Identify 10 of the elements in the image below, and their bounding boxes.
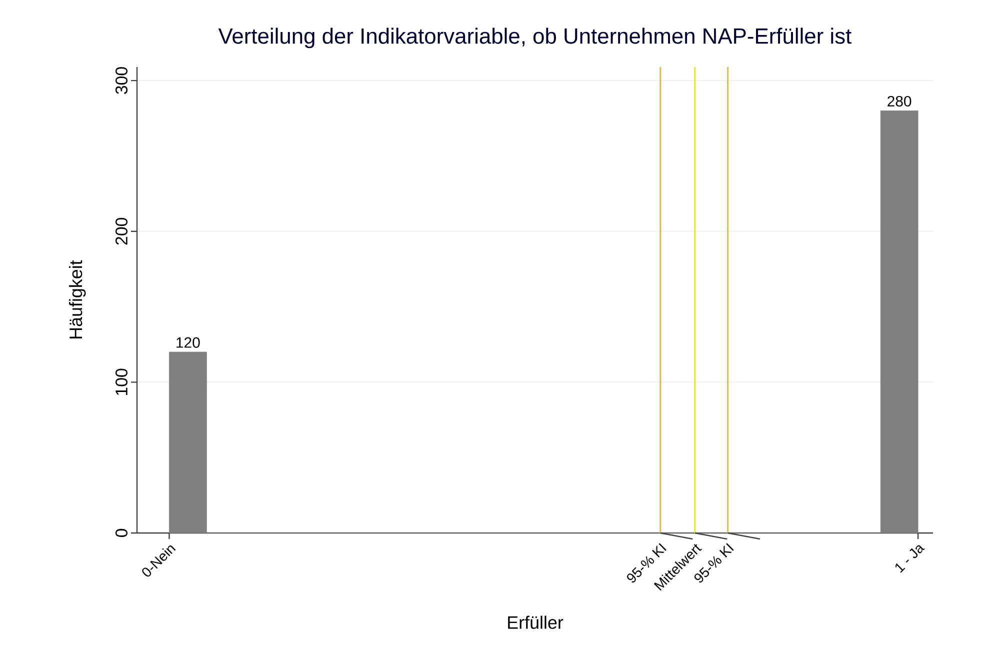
- chart-title: Verteilung der Indikatorvariable, ob Unternehmen NAP-Erfüller ist: [218, 28, 852, 48]
- x-tick-label: 1 - Ja: [895, 545, 925, 573]
- data-label: 280: [888, 96, 912, 107]
- y-tick-label: 100: [115, 368, 128, 396]
- y-axis-title: Häufigkeit: [69, 260, 86, 338]
- x-axis-title: Erfüller: [508, 616, 564, 629]
- y-tick-label: 0: [115, 528, 128, 538]
- y-tick-label: 200: [115, 218, 128, 245]
- y-tick-label: 300: [115, 67, 128, 94]
- data-label: 120: [176, 337, 200, 348]
